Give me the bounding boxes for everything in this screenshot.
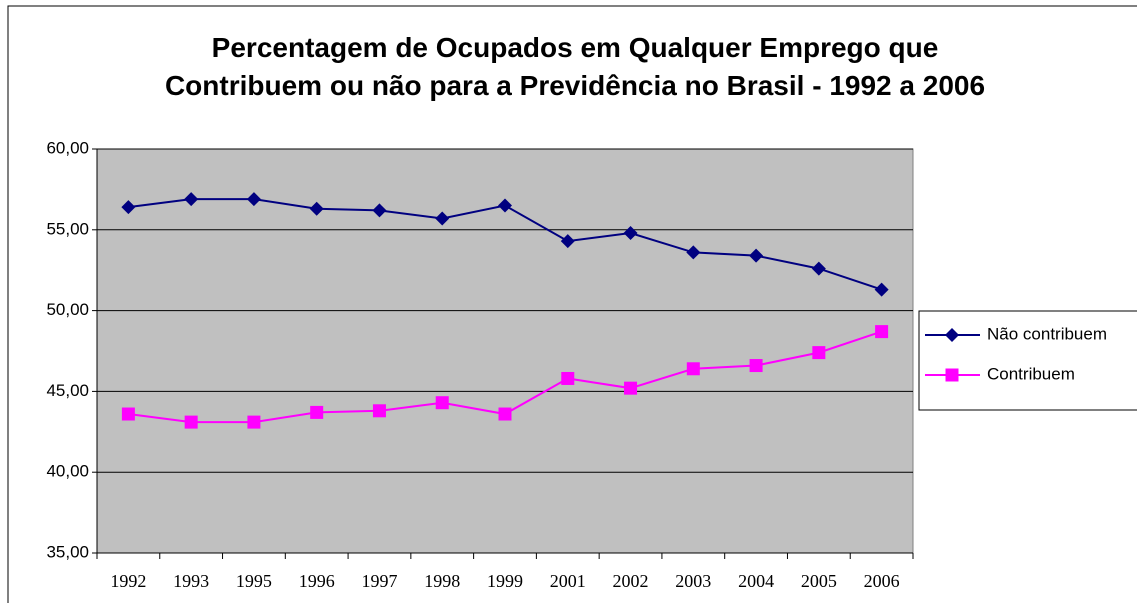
marker — [247, 415, 261, 429]
marker — [561, 371, 575, 385]
marker — [121, 407, 135, 421]
x-tick-label: 1999 — [487, 571, 523, 591]
marker — [184, 415, 198, 429]
marker — [874, 282, 889, 297]
y-tick-label: 40,00 — [46, 462, 89, 481]
legend — [918, 310, 1137, 411]
marker — [310, 405, 324, 419]
y-tick-label: 60,00 — [46, 138, 89, 157]
x-tick-label: 2005 — [801, 571, 837, 591]
legend-marker — [945, 368, 959, 382]
x-tick-label: 2006 — [864, 571, 900, 591]
x-tick-label: 1997 — [361, 571, 397, 591]
marker — [121, 200, 136, 215]
y-tick-label: 55,00 — [46, 219, 89, 238]
x-tick-label: 2001 — [550, 571, 586, 591]
plot-area — [96, 148, 914, 554]
marker — [184, 192, 199, 207]
marker — [435, 211, 450, 226]
marker — [372, 404, 386, 418]
marker — [624, 381, 638, 395]
x-tick-label: 2002 — [613, 571, 649, 591]
marker — [435, 396, 449, 410]
x-tick-label: 1995 — [236, 571, 272, 591]
legend-label: Contribuem — [987, 364, 1075, 383]
marker — [498, 407, 512, 421]
marker — [309, 201, 324, 216]
y-tick-label: 45,00 — [46, 381, 89, 400]
marker — [623, 226, 638, 241]
marker — [686, 362, 700, 376]
marker — [811, 261, 826, 276]
marker — [560, 234, 575, 249]
x-tick-label: 1992 — [110, 571, 146, 591]
x-tick-label: 2004 — [738, 571, 774, 591]
legend-label: Não contribuem — [987, 324, 1107, 343]
marker — [498, 198, 512, 213]
marker — [749, 248, 764, 263]
legend-marker — [945, 328, 959, 342]
x-tick-label: 1993 — [173, 571, 209, 591]
x-tick-label: 1998 — [424, 571, 460, 591]
x-tick-label: 2003 — [675, 571, 711, 591]
y-tick-label: 35,00 — [46, 542, 89, 561]
y-tick-label: 50,00 — [46, 300, 89, 319]
marker — [875, 325, 889, 339]
marker — [372, 203, 387, 218]
x-tick-label: 1996 — [299, 571, 335, 591]
chart-title: Percentagem de Ocupados em Qualquer Empr… — [164, 32, 986, 101]
marker — [749, 359, 763, 373]
marker — [812, 346, 826, 360]
marker — [246, 192, 261, 207]
marker — [686, 245, 701, 260]
